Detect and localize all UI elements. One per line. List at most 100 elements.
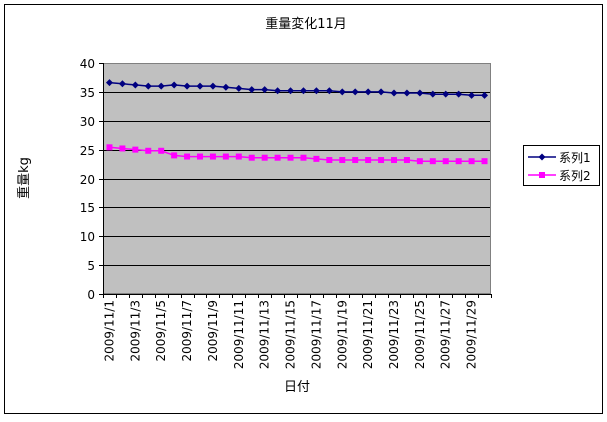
- data-point: [132, 146, 139, 153]
- data-point: [455, 158, 462, 165]
- legend-item: 系列1: [528, 151, 591, 165]
- data-point: [299, 87, 307, 95]
- data-point: [235, 84, 243, 92]
- data-point: [170, 81, 178, 89]
- data-point: [274, 154, 281, 161]
- data-point: [235, 153, 242, 160]
- data-point: [339, 157, 346, 164]
- x-tick-label: 2009/11/21: [361, 300, 375, 369]
- y-tick-label: 20: [80, 173, 95, 187]
- data-point: [145, 147, 152, 154]
- x-tick-label: 2009/11/7: [180, 300, 194, 362]
- x-axis-ticks: 2009/11/1 2009/11/3 2009/11/5 2009/11/7 2009…: [102, 294, 492, 369]
- data-point: [261, 154, 268, 161]
- legend-box: [523, 145, 600, 186]
- data-point: [442, 90, 450, 98]
- y-tick-label: 35: [80, 86, 95, 100]
- y-tick-label: 25: [80, 144, 95, 158]
- data-point: [429, 90, 437, 98]
- data-point: [261, 86, 269, 94]
- x-tick-label: 2009/11/25: [413, 300, 427, 369]
- data-point: [197, 153, 203, 160]
- y-tick-label: 15: [80, 201, 95, 215]
- data-point: [403, 157, 410, 164]
- data-point: [416, 89, 424, 97]
- series-1: [105, 79, 489, 99]
- data-point: [118, 80, 126, 88]
- x-tick-label: 2009/11/11: [232, 300, 246, 369]
- x-tick-label: 2009/11/9: [206, 300, 220, 362]
- data-point: [313, 155, 320, 162]
- data-point: [106, 144, 113, 151]
- data-point: [365, 157, 372, 164]
- y-tick-label: 0: [87, 288, 95, 302]
- data-point: [183, 82, 191, 90]
- series-2: [106, 144, 488, 165]
- data-point: [468, 91, 476, 99]
- data-point: [391, 157, 397, 164]
- x-tick-label: 2009/11/27: [439, 300, 453, 369]
- data-point: [403, 89, 411, 97]
- data-point: [144, 82, 152, 90]
- y-axis-label: 重量kg: [16, 157, 32, 199]
- data-point: [287, 154, 294, 161]
- data-point: [390, 89, 398, 97]
- x-tick-label: 2009/11/13: [258, 300, 272, 369]
- data-point: [326, 157, 333, 164]
- data-point: [184, 153, 191, 160]
- data-point: [416, 158, 423, 165]
- legend-label: 系列2: [559, 169, 591, 183]
- data-point: [274, 87, 282, 95]
- data-point: [442, 158, 449, 165]
- data-point: [171, 152, 178, 159]
- data-point: [248, 86, 256, 94]
- data-point: [158, 147, 165, 154]
- plot-area: [103, 63, 491, 294]
- data-point: [325, 87, 333, 95]
- y-tick-label: 10: [80, 230, 95, 244]
- data-point: [131, 81, 139, 89]
- data-point: [209, 82, 217, 90]
- x-tick-label: 2009/11/23: [387, 300, 401, 369]
- data-point: [351, 88, 359, 96]
- legend-marker: [538, 153, 546, 161]
- data-point: [468, 158, 475, 165]
- x-tick-label: 2009/11/29: [465, 300, 479, 369]
- data-point: [312, 87, 320, 95]
- data-point: [364, 88, 372, 96]
- legend-item: 系列2: [528, 169, 591, 183]
- x-axis-label: 日付: [284, 380, 310, 395]
- y-axis-ticks: 0 5 10 15 20 25 30 35 40: [80, 57, 103, 302]
- data-point: [222, 83, 230, 91]
- data-point: [196, 82, 204, 90]
- x-tick-label: 2009/11/19: [335, 300, 349, 369]
- legend-label: 系列1: [559, 151, 591, 165]
- y-tick-label: 40: [80, 57, 95, 71]
- data-point: [455, 90, 463, 98]
- data-point: [377, 88, 385, 96]
- y-tick-label: 5: [87, 259, 95, 273]
- x-tick-label: 2009/11/1: [102, 300, 116, 362]
- y-tick-label: 30: [80, 115, 95, 129]
- x-tick-label: 2009/11/5: [154, 300, 168, 362]
- data-point: [222, 153, 229, 160]
- x-tick-label: 2009/11/17: [309, 300, 323, 369]
- data-point: [287, 87, 295, 95]
- x-tick-label: 2009/11/15: [284, 300, 298, 369]
- data-point: [105, 79, 113, 87]
- chart-title: 重量変化11月: [265, 16, 347, 32]
- data-point: [481, 158, 488, 165]
- series-layer: [105, 79, 489, 165]
- data-point: [248, 154, 255, 161]
- data-point: [352, 157, 359, 164]
- data-point: [157, 82, 165, 90]
- data-point: [338, 88, 346, 96]
- legend-marker: [539, 172, 545, 178]
- x-tick-label: 2009/11/3: [128, 300, 142, 362]
- data-point: [209, 153, 216, 160]
- data-point: [481, 91, 489, 99]
- data-point: [119, 145, 126, 152]
